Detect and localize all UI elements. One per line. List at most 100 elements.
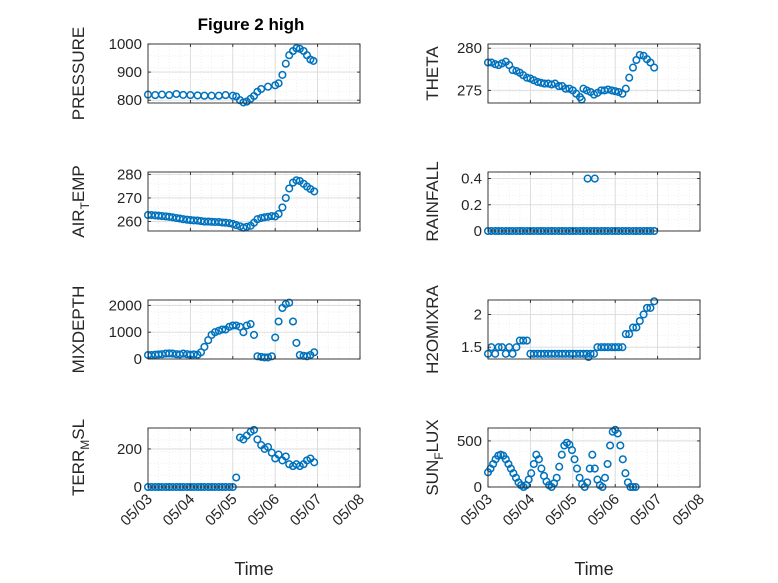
axes-frame bbox=[147, 171, 361, 232]
y-axis-label: TERRMSL bbox=[69, 419, 92, 496]
data-point bbox=[249, 425, 259, 434]
subplot-6: 0 200 05/03 05/04 05/05 05/06 05/07 05/08 TERRMS… bbox=[69, 419, 368, 579]
data-point bbox=[621, 469, 630, 478]
axes-frame bbox=[487, 427, 701, 488]
y-axis-label: MIXDEPTH bbox=[69, 286, 88, 374]
data-point bbox=[618, 343, 627, 352]
data-point bbox=[175, 214, 184, 223]
x-tick-label: 05/03 bbox=[117, 491, 156, 530]
data-point bbox=[567, 446, 577, 455]
data-point bbox=[292, 44, 301, 53]
x-tick-label: 05/08 bbox=[329, 491, 368, 530]
data-point bbox=[625, 330, 634, 339]
data-point bbox=[257, 84, 266, 94]
y-tick-label: 0 bbox=[134, 479, 142, 496]
data-point bbox=[611, 87, 620, 96]
data-point bbox=[527, 469, 536, 478]
x-tick-label: 05/08 bbox=[669, 491, 708, 530]
data-point bbox=[271, 333, 280, 342]
data-point bbox=[635, 50, 644, 60]
y-tick-label: 2 bbox=[474, 306, 482, 323]
data-point bbox=[274, 317, 283, 326]
data-point bbox=[497, 59, 507, 68]
subplot-1: 275 280 THETA bbox=[423, 40, 701, 104]
data-point bbox=[285, 298, 294, 307]
data-point bbox=[278, 70, 287, 79]
data-point bbox=[646, 58, 655, 67]
data-point bbox=[603, 85, 613, 94]
data-point bbox=[193, 91, 202, 100]
data-point bbox=[274, 450, 283, 459]
data-point bbox=[534, 455, 543, 464]
data-point bbox=[310, 458, 319, 467]
data-point bbox=[253, 215, 262, 224]
y-tick-label: 0.4 bbox=[461, 171, 482, 188]
y-tick-label: 275 bbox=[457, 82, 482, 99]
data-point bbox=[586, 349, 595, 358]
y-tick-label: 0.2 bbox=[461, 197, 482, 214]
data-point bbox=[616, 441, 625, 450]
data-point bbox=[639, 310, 648, 319]
data-point bbox=[552, 473, 561, 482]
data-point bbox=[260, 353, 269, 362]
data-point bbox=[285, 184, 294, 193]
data-point bbox=[537, 464, 546, 473]
data-point bbox=[281, 452, 290, 461]
data-point bbox=[249, 330, 259, 339]
data-point bbox=[263, 442, 273, 452]
data-point bbox=[253, 352, 262, 361]
data-point bbox=[585, 464, 594, 473]
data-point bbox=[650, 297, 659, 306]
data-point bbox=[501, 349, 510, 358]
y-tick-label: 270 bbox=[117, 190, 142, 207]
data-point bbox=[168, 213, 177, 222]
x-tick-label: 05/06 bbox=[584, 491, 623, 530]
data-point bbox=[554, 82, 563, 91]
data-point bbox=[232, 321, 241, 330]
data-point bbox=[590, 464, 599, 473]
data-point bbox=[232, 473, 241, 482]
data-point bbox=[588, 450, 597, 459]
data-point bbox=[621, 330, 630, 339]
data-point bbox=[221, 91, 230, 100]
data-point bbox=[646, 303, 655, 312]
data-point bbox=[218, 325, 227, 334]
data-point bbox=[524, 475, 533, 484]
data-point bbox=[288, 317, 298, 326]
data-point bbox=[621, 84, 630, 93]
data-point bbox=[508, 349, 517, 358]
data-point bbox=[228, 91, 237, 100]
y-axis-label: RAINFALL bbox=[423, 161, 442, 241]
data-point bbox=[575, 473, 584, 482]
data-point bbox=[583, 478, 592, 487]
data-point bbox=[179, 349, 188, 358]
axes-frame bbox=[147, 43, 361, 104]
data-point bbox=[274, 209, 283, 219]
axes-frame bbox=[487, 299, 701, 360]
data-point bbox=[491, 349, 500, 358]
data-point bbox=[625, 73, 634, 82]
data-point bbox=[189, 350, 198, 359]
subplot-4: 0 1000 2000 MIXDEPTH bbox=[69, 286, 361, 374]
data-point bbox=[632, 323, 641, 332]
x-tick-label: 05/03 bbox=[457, 491, 496, 530]
data-point bbox=[281, 193, 290, 203]
data-point bbox=[508, 66, 517, 75]
data-point bbox=[628, 323, 638, 332]
data-point bbox=[570, 455, 579, 464]
data-point bbox=[242, 321, 251, 330]
y-tick-label: 280 bbox=[457, 40, 482, 57]
data-point bbox=[157, 90, 167, 99]
data-point bbox=[151, 91, 160, 100]
x-tick-label: 05/06 bbox=[244, 491, 283, 530]
data-point bbox=[519, 336, 528, 345]
y-tick-label: 500 bbox=[457, 433, 482, 450]
data-point bbox=[292, 176, 301, 185]
y-axis-label: THETA bbox=[423, 46, 442, 101]
data-point bbox=[232, 221, 241, 230]
data-point bbox=[589, 349, 599, 358]
data-point bbox=[309, 56, 318, 65]
y-tick-label: 800 bbox=[117, 92, 142, 109]
x-tick-label: 05/07 bbox=[627, 491, 666, 530]
